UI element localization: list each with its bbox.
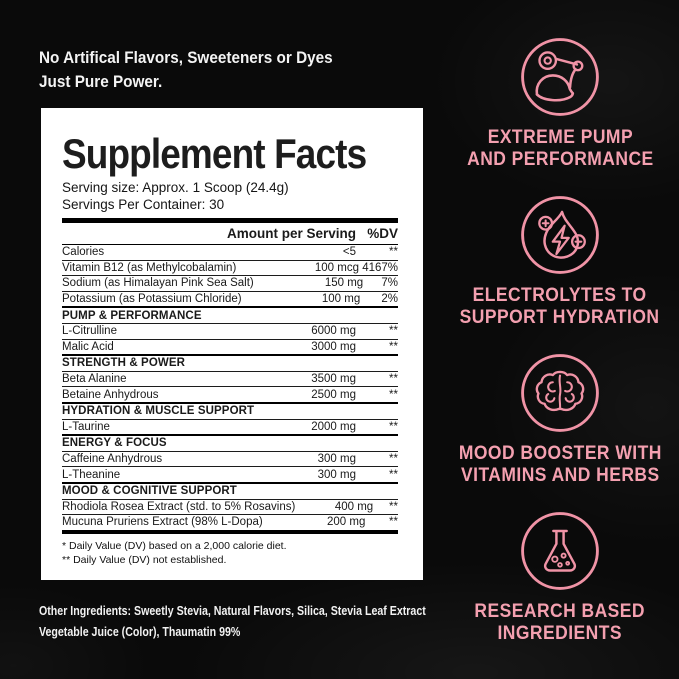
column-header-dv: %DV xyxy=(367,226,398,241)
table-row: Sodium (as Himalayan Pink Sea Salt) 150 … xyxy=(62,275,398,291)
ingredient-name: Betaine Anhydrous xyxy=(62,388,159,401)
ingredient-amount: 400 mg xyxy=(334,500,374,513)
ingredient-name: L-Citrulline xyxy=(62,325,117,338)
ingredient-name: Calories xyxy=(62,246,105,259)
benefit-mood: MOOD BOOSTER WITH VITAMINS AND HERBS xyxy=(450,352,671,486)
ingredient-name: Caffeine Anhydrous xyxy=(62,453,163,466)
table-section-header: MOOD & COGNITIVE SUPPORT xyxy=(62,481,398,499)
ingredient-dv: 4167% xyxy=(362,261,398,274)
benefit-heading: EXTREME PUMP AND PERFORMANCE xyxy=(466,127,654,170)
ingredient-amount: 100 mcg xyxy=(314,261,359,274)
other-ingredients-line-1: Other Ingredients: Sweetly Stevia, Natur… xyxy=(39,604,426,618)
ingredient-amount: 100 mg xyxy=(321,293,361,306)
ingredient-dv: ** xyxy=(389,325,398,338)
benefit-research: RESEARCH BASED INGREDIENTS xyxy=(467,510,652,644)
benefit-pump: EXTREME PUMP AND PERFORMANCE xyxy=(459,36,662,170)
section-title: PUMP & PERFORMANCE xyxy=(62,309,202,322)
claim-line-1: No Artifical Flavors, Sweeteners or Dyes xyxy=(39,48,333,67)
table-row: Vitamin B12 (as Methylcobalamin) 100 mcg… xyxy=(62,259,398,276)
section-title: HYDRATION & MUSCLE SUPPORT xyxy=(62,405,255,418)
section-title: ENERGY & FOCUS xyxy=(62,437,167,450)
ingredient-amount: 3000 mg xyxy=(311,340,356,353)
table-section-header: ENERGY & FOCUS xyxy=(62,434,398,451)
ingredient-dv: ** xyxy=(389,373,398,386)
table-row: Malic Acid 3000 mg ** xyxy=(62,338,398,355)
footnote-dv-not-established: ** Daily Value (DV) not established. xyxy=(62,554,227,567)
bicep-dumbbell-icon xyxy=(519,36,601,118)
table-row: Mucuna Pruriens Extract (98% L-Dopa) 200… xyxy=(62,514,398,530)
ingredient-amount: 300 mg xyxy=(317,468,356,481)
ingredient-amount: 6000 mg xyxy=(311,325,356,338)
servings-per-container: Servings Per Container: 30 xyxy=(62,196,225,212)
ingredient-table: Calories <5 ** Vitamin B12 (as Methylcob… xyxy=(62,245,398,534)
table-section-header: STRENGTH & POWER xyxy=(62,354,398,371)
ingredient-amount: <5 xyxy=(342,246,356,259)
brain-icon xyxy=(519,352,601,434)
table-row: L-Taurine 2000 mg ** xyxy=(62,418,398,435)
benefit-heading: MOOD BOOSTER WITH VITAMINS AND HERBS xyxy=(458,443,662,486)
ingredient-amount: 3500 mg xyxy=(311,373,356,386)
ingredient-amount: 200 mg xyxy=(326,516,366,529)
column-header-amount: Amount per Serving xyxy=(226,226,356,241)
divider-thick xyxy=(62,218,398,223)
benefit-heading: RESEARCH BASED INGREDIENTS xyxy=(474,601,646,644)
table-row: Betaine Anhydrous 2500 mg ** xyxy=(62,386,398,402)
ingredient-name: Mucuna Pruriens Extract (98% L-Dopa) xyxy=(62,516,263,529)
ingredient-dv: ** xyxy=(389,516,398,529)
ingredient-dv: ** xyxy=(389,246,398,259)
ingredient-name: Potassium (as Potassium Chloride) xyxy=(62,293,242,306)
panel-title: Supplement Facts xyxy=(62,130,367,177)
ingredient-dv: ** xyxy=(389,453,398,466)
ingredient-dv: 2% xyxy=(381,293,398,306)
table-section-header: HYDRATION & MUSCLE SUPPORT xyxy=(62,401,398,419)
benefit-heading: ELECTROLYTES TO SUPPORT HYDRATION xyxy=(460,285,660,328)
ingredient-amount: 2000 mg xyxy=(311,420,356,433)
ingredient-dv: ** xyxy=(389,500,398,513)
ingredient-dv: ** xyxy=(389,468,398,481)
ingredient-dv: ** xyxy=(389,388,398,401)
ingredient-dv: ** xyxy=(389,420,398,433)
ingredient-dv: 7% xyxy=(381,277,398,290)
claim-line-2: Just Pure Power. xyxy=(39,72,163,91)
table-row: Beta Alanine 3500 mg ** xyxy=(62,370,398,387)
product-claims: No Artifical Flavors, Sweeteners or Dyes… xyxy=(39,46,333,94)
electrolyte-drop-icon xyxy=(519,194,601,276)
table-row: Potassium (as Potassium Chloride) 100 mg… xyxy=(62,290,398,307)
ingredient-name: Beta Alanine xyxy=(62,373,127,386)
table-row: L-Theanine 300 mg ** xyxy=(62,466,398,482)
ingredient-name: Vitamin B12 (as Methylcobalamin) xyxy=(62,261,237,274)
ingredient-amount: 2500 mg xyxy=(311,388,356,401)
other-ingredients-line-2: Vegetable Juice (Color), Thaumatin 99% xyxy=(39,625,241,639)
benefit-electrolytes: ELECTROLYTES TO SUPPORT HYDRATION xyxy=(451,194,668,328)
ingredient-amount: 150 mg xyxy=(324,277,364,290)
table-row: L-Citrulline 6000 mg ** xyxy=(62,322,398,339)
ingredient-name: Malic Acid xyxy=(62,340,114,353)
ingredient-name: Rhodiola Rosea Extract (std. to 5% Rosav… xyxy=(62,500,296,513)
table-header-row: Amount per Serving %DV xyxy=(62,223,398,245)
table-row: Calories <5 ** xyxy=(62,245,398,260)
table-row: Caffeine Anhydrous 300 mg ** xyxy=(62,450,398,467)
section-title: STRENGTH & POWER xyxy=(62,357,185,370)
serving-size: Serving size: Approx. 1 Scoop (24.4g) xyxy=(62,180,289,195)
footnote-dv-basis: * Daily Value (DV) based on a 2,000 calo… xyxy=(62,539,287,552)
research-flask-icon xyxy=(519,510,601,592)
ingredient-name: L-Theanine xyxy=(62,468,121,481)
ingredient-name: L-Taurine xyxy=(62,420,110,433)
footnotes: * Daily Value (DV) based on a 2,000 calo… xyxy=(62,534,398,568)
supplement-facts-panel: Supplement Facts Serving size: Approx. 1… xyxy=(41,108,423,580)
section-title: MOOD & COGNITIVE SUPPORT xyxy=(62,485,237,498)
ingredient-name: Sodium (as Himalayan Pink Sea Salt) xyxy=(62,277,254,290)
ingredient-dv: ** xyxy=(389,340,398,353)
benefits-column: EXTREME PUMP AND PERFORMANCE ELECTROLYTE… xyxy=(452,36,668,644)
ingredient-amount: 300 mg xyxy=(317,453,356,466)
other-ingredients: Other Ingredients: Sweetly Stevia, Natur… xyxy=(39,601,426,643)
table-row: Rhodiola Rosea Extract (std. to 5% Rosav… xyxy=(62,498,398,515)
table-section-header: PUMP & PERFORMANCE xyxy=(62,306,398,323)
